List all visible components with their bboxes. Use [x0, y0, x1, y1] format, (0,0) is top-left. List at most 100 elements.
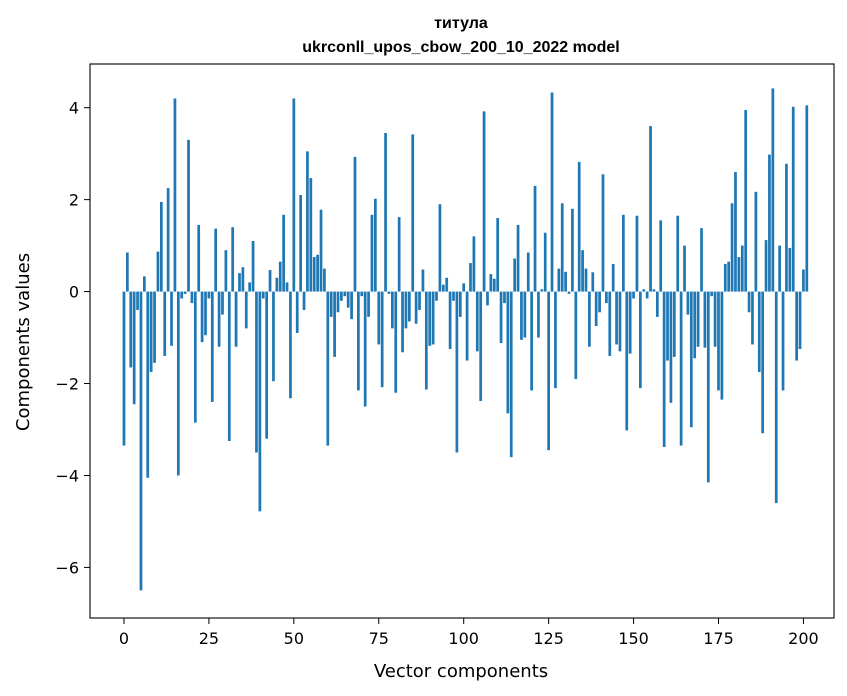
bar-27 — [214, 228, 218, 292]
bar-52 — [299, 195, 302, 292]
bar-28 — [217, 291, 221, 347]
bar-8 — [149, 291, 153, 373]
bar-198 — [795, 291, 798, 361]
bar-44 — [272, 291, 275, 382]
bar-137 — [588, 291, 591, 347]
bar-75 — [377, 291, 381, 345]
bar-84 — [407, 291, 411, 322]
bar-133 — [574, 291, 578, 379]
bar-43 — [268, 269, 272, 292]
bar-105 — [479, 291, 483, 401]
bar-162 — [672, 291, 676, 357]
bar-95 — [445, 277, 449, 292]
bar-88 — [421, 269, 425, 292]
bar-175 — [717, 291, 720, 391]
bar-200 — [802, 269, 805, 292]
bar-108 — [489, 274, 493, 292]
bar-184 — [747, 291, 751, 313]
x-tick-label: 75 — [369, 629, 389, 648]
bar-127 — [554, 291, 557, 389]
bar-21 — [193, 291, 197, 423]
bar-94 — [441, 284, 445, 292]
bar-104 — [475, 291, 479, 352]
bar-82 — [401, 291, 404, 353]
y-tick-label: −2 — [55, 375, 79, 394]
bar-163 — [676, 215, 680, 292]
bar-99 — [458, 291, 462, 317]
bar-153 — [642, 289, 646, 292]
plot-frame — [89, 63, 835, 619]
bar-0 — [122, 291, 126, 446]
bar-180 — [734, 172, 737, 292]
bar-77 — [384, 132, 387, 292]
bar-60 — [326, 291, 330, 446]
bar-174 — [713, 291, 717, 347]
x-tick-label: 25 — [199, 629, 219, 648]
bar-10 — [156, 251, 160, 292]
y-tick-label: 0 — [69, 283, 79, 302]
bar-118 — [523, 291, 527, 338]
bar-134 — [577, 161, 581, 292]
bar-18 — [183, 291, 187, 294]
x-tick-label: 200 — [788, 629, 819, 648]
bar-1 — [126, 252, 129, 292]
bar-130 — [564, 271, 567, 292]
bar-183 — [744, 109, 748, 292]
bar-23 — [200, 291, 204, 343]
bar-91 — [431, 291, 435, 345]
bar-50 — [292, 98, 296, 292]
bar-122 — [537, 291, 540, 338]
bar-107 — [486, 291, 489, 306]
bar-166 — [686, 291, 690, 315]
bar-56 — [312, 257, 316, 292]
x-tick-label: 125 — [533, 629, 564, 648]
bar-7 — [146, 291, 150, 478]
bar-5 — [139, 291, 143, 591]
bar-26 — [210, 291, 214, 402]
bar-36 — [244, 291, 248, 329]
bar-189 — [764, 240, 768, 292]
bar-194 — [781, 291, 785, 391]
bar-170 — [700, 228, 703, 292]
bar-2 — [129, 291, 133, 368]
bar-196 — [788, 247, 792, 292]
bar-197 — [791, 106, 795, 292]
bar-49 — [289, 291, 292, 399]
bar-97 — [452, 291, 455, 301]
bar-20 — [190, 291, 194, 304]
bar-116 — [516, 224, 520, 292]
bar-201 — [805, 105, 809, 292]
y-axis-label: Components values — [13, 253, 34, 431]
y-tick-label: 2 — [69, 191, 79, 210]
bar-39 — [255, 291, 258, 453]
chart-title-line-2: ukrconll_upos_cbow_200_10_2022 model — [302, 39, 619, 56]
bar-16 — [176, 291, 180, 476]
bar-31 — [227, 291, 231, 441]
bar-158 — [659, 220, 663, 292]
bar-119 — [526, 252, 530, 292]
bar-92 — [435, 291, 438, 301]
x-axis-ticks: 0 25 50 75 100 125 150 175 200 — [119, 618, 819, 648]
bar-98 — [455, 291, 459, 453]
bar-177 — [723, 263, 727, 292]
bar-46 — [278, 261, 282, 292]
bar-67 — [350, 291, 353, 320]
bar-142 — [605, 291, 608, 304]
bar-178 — [727, 261, 731, 292]
bar-70 — [360, 291, 364, 297]
bar-109 — [492, 278, 496, 292]
bar-54 — [306, 151, 309, 292]
bar-155 — [649, 126, 652, 292]
bar-191 — [771, 88, 775, 292]
bar-89 — [424, 291, 428, 390]
bar-113 — [506, 291, 510, 414]
bar-156 — [652, 289, 656, 292]
bar-159 — [662, 291, 666, 447]
x-tick-label: 100 — [448, 629, 479, 648]
bar-40 — [258, 291, 262, 512]
bar-148 — [625, 291, 629, 431]
y-tick-label: −6 — [55, 558, 79, 577]
bar-66 — [346, 291, 350, 308]
bar-63 — [336, 291, 340, 313]
bar-128 — [557, 268, 561, 292]
